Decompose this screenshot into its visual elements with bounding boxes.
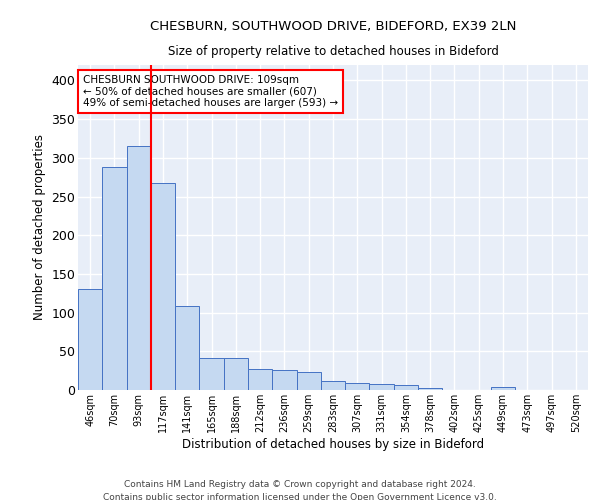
Text: Size of property relative to detached houses in Bideford: Size of property relative to detached ho… [167,45,499,58]
X-axis label: Distribution of detached houses by size in Bideford: Distribution of detached houses by size … [182,438,484,450]
Bar [127,146,151,390]
Bar [394,386,418,390]
Bar [78,290,102,390]
Bar [321,382,345,390]
Bar [296,372,321,390]
Text: Contains public sector information licensed under the Open Government Licence v3: Contains public sector information licen… [103,492,497,500]
Bar [370,384,394,390]
Bar [272,370,296,390]
Bar [102,167,127,390]
Text: CHESBURN SOUTHWOOD DRIVE: 109sqm
← 50% of detached houses are smaller (607)
49% : CHESBURN SOUTHWOOD DRIVE: 109sqm ← 50% o… [83,74,338,108]
Text: CHESBURN, SOUTHWOOD DRIVE, BIDEFORD, EX39 2LN: CHESBURN, SOUTHWOOD DRIVE, BIDEFORD, EX3… [150,20,516,33]
Text: Contains HM Land Registry data © Crown copyright and database right 2024.: Contains HM Land Registry data © Crown c… [124,480,476,489]
Bar [491,387,515,390]
Bar [248,369,272,390]
Bar [418,388,442,390]
Y-axis label: Number of detached properties: Number of detached properties [33,134,46,320]
Bar [151,182,175,390]
Bar [175,306,199,390]
Bar [199,358,224,390]
Bar [345,383,370,390]
Bar [224,358,248,390]
